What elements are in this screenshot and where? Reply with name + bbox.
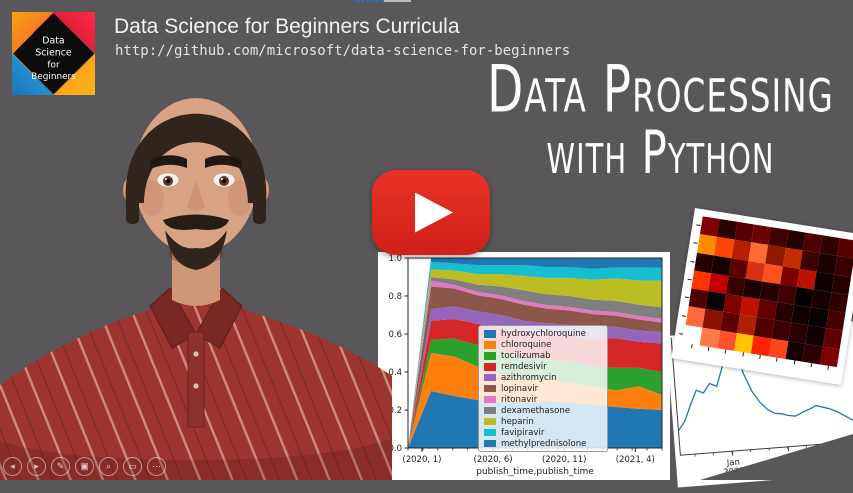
slide-title: Data Processing with Python (468, 56, 853, 184)
legend-item: azithromycin (484, 373, 602, 383)
legend-item: heparin (484, 417, 602, 427)
legend-label: favipiravir (501, 428, 544, 438)
slide-title-line2: with Python (468, 109, 853, 197)
heatmap-x-tick (811, 363, 813, 367)
x-tick-label: (2020, 1) (402, 455, 441, 465)
see-all-slides-button[interactable]: ▣ (75, 457, 94, 476)
presentation-slide: { "header": { "title": "Data Science for… (0, 0, 853, 480)
legend-item: favipiravir (484, 428, 602, 438)
shirt-placket (188, 332, 204, 427)
more-options-button[interactable]: ⋯ (147, 457, 166, 476)
legend-item: dexamethasone (484, 406, 602, 416)
previous-slide-button[interactable]: ◂ (3, 457, 22, 476)
heatmap-y-tick (682, 315, 686, 317)
heatmap-x-tick (742, 352, 744, 356)
legend-swatch (484, 352, 496, 360)
heatmap-x-tick (793, 360, 795, 364)
heatmap-x-tick (776, 358, 778, 362)
legend-label: remdesivir (501, 362, 547, 372)
x-axis-label: publish_time,publish_time (476, 467, 594, 477)
heatmap-x-tick (708, 347, 710, 351)
legend-swatch (484, 440, 496, 448)
logo-text: Data (42, 36, 64, 47)
legend-item: chloroquine (484, 340, 602, 350)
legend-label: hydroxychloroquine (501, 329, 586, 339)
heatmap-figure (671, 208, 853, 385)
logo-text: Beginners (31, 72, 76, 82)
zoom-slide-button[interactable]: ⌕ (99, 457, 118, 476)
presenter-toolbar: ◂ ▸ ✎ ▣ ⌕ ▭ ⋯ (3, 457, 166, 476)
channel-url[interactable]: http://github.com/microsoft/data-science… (115, 43, 570, 59)
legend-swatch (484, 330, 496, 338)
next-slide-button[interactable]: ▸ (27, 457, 46, 476)
legend-item: lopinavir (484, 384, 602, 394)
legend-item: tocilizumab (484, 351, 602, 361)
logo-text: Science (35, 47, 72, 58)
heatmap-x-tick (759, 355, 761, 359)
legend-swatch (484, 385, 496, 393)
legend-swatch (484, 374, 496, 382)
logo-text: for (47, 60, 60, 70)
legend-swatch (484, 363, 496, 371)
legend-label: azithromycin (501, 373, 557, 383)
legend-label: ritonavir (501, 395, 537, 405)
x-tick-label: (2021, 4) (616, 455, 655, 465)
heatmap-y-tick (696, 225, 700, 227)
top-edge-dashes (356, 0, 384, 2)
legend-label: methylprednisolone (501, 439, 586, 449)
legend-label: lopinavir (501, 384, 538, 394)
legend-label: dexamethasone (501, 406, 570, 416)
heatmap-x-tick (691, 344, 693, 348)
legend-item: methylprednisolone (484, 439, 602, 449)
legend-swatch (484, 407, 496, 415)
legend-label: tocilizumab (501, 351, 551, 361)
heatmap-x-tick (725, 350, 727, 354)
legend-item: ritonavir (484, 395, 602, 405)
channel-logo[interactable]: Data Science for Beginners (12, 12, 95, 95)
channel-title: Data Science for Beginners Curricula (114, 15, 460, 39)
youtube-play-button[interactable] (372, 170, 490, 255)
presenter-photo (0, 68, 392, 480)
x-tick-label: (2020, 11) (542, 455, 586, 465)
legend-swatch (484, 341, 496, 349)
heatmap-y-tick (679, 333, 683, 335)
legend-item: remdesivir (484, 362, 602, 372)
heatmap-y-tick (688, 279, 692, 281)
legend-label: heparin (501, 417, 534, 427)
top-edge-strip (384, 0, 411, 2)
heatmap-y-tick (691, 261, 695, 263)
heatmap-y-tick (693, 243, 697, 245)
x-tick-label: (2020, 6) (474, 455, 513, 465)
legend-swatch (484, 429, 496, 437)
play-icon (415, 193, 453, 233)
legend-label: chloroquine (501, 340, 551, 350)
heatmap-grid (683, 216, 853, 367)
legend-item: hydroxychloroquine (484, 329, 602, 339)
heatmap-y-tick (685, 297, 689, 299)
heatmap-x-tick (828, 366, 830, 370)
heatmap-cell (820, 346, 840, 367)
captions-button[interactable]: ▭ (123, 457, 142, 476)
pen-tool-button[interactable]: ✎ (51, 457, 70, 476)
legend-swatch (484, 418, 496, 426)
legend-swatch (484, 396, 496, 404)
